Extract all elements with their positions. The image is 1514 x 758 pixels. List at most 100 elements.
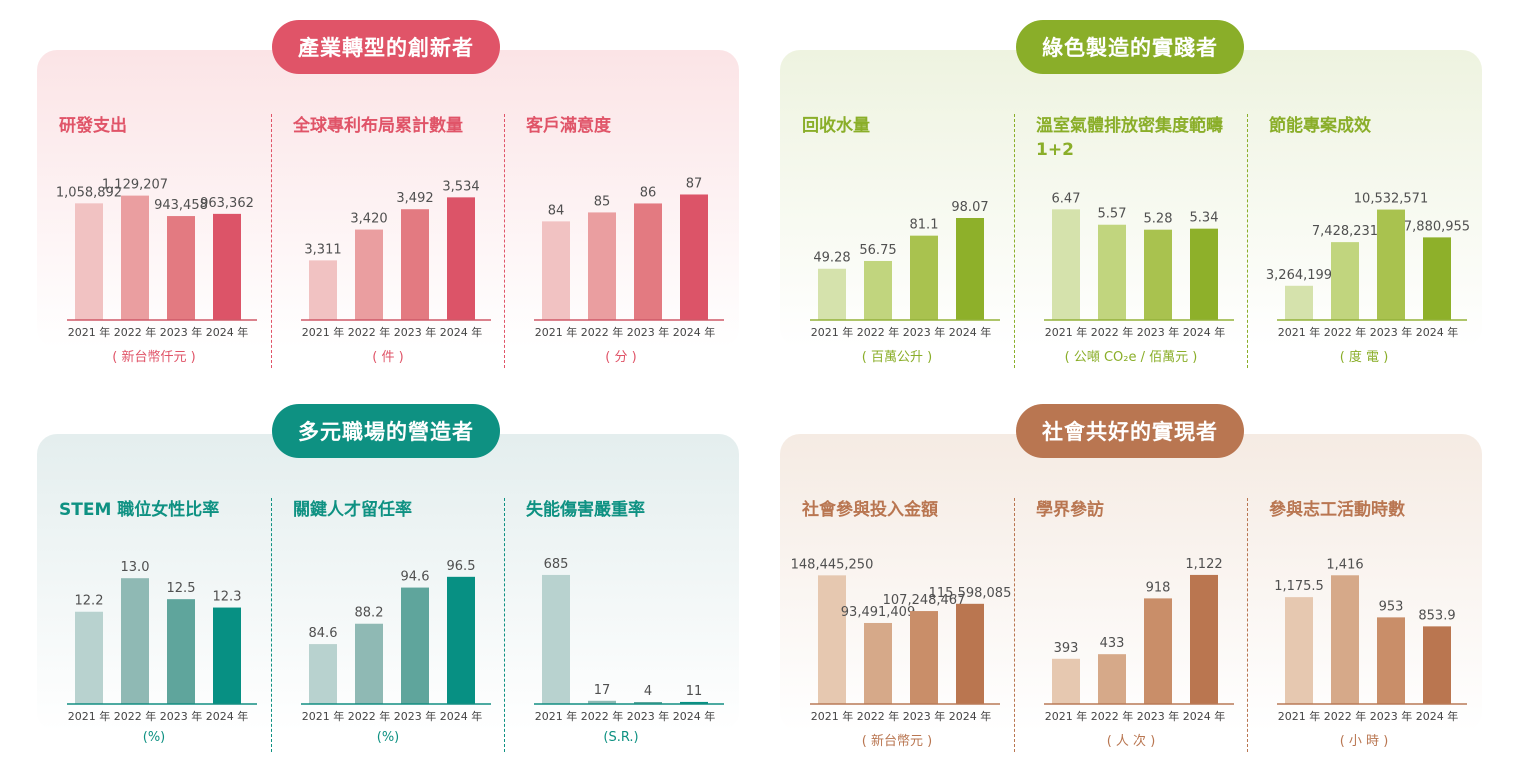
bar: [588, 212, 616, 320]
data-label: 3,311: [304, 242, 341, 257]
bar: [355, 229, 383, 320]
tick-label: 2023 年: [1370, 325, 1413, 339]
data-label: 3,420: [350, 212, 387, 227]
chart-divider: [1014, 114, 1015, 368]
data-label: 84.6: [309, 626, 338, 641]
section-panel: [37, 434, 739, 732]
data-label: 87: [686, 176, 703, 191]
bar-chart: 回收水量 ( 百萬公升 ) 49.28 2021 年 56.75 2022 年 81.1 20…: [780, 92, 1014, 365]
data-label: 115,598,085: [929, 586, 1012, 601]
bar: [1331, 242, 1359, 320]
data-label: 56.75: [859, 243, 896, 258]
tick-label: 2021 年: [68, 325, 111, 339]
data-label: 7,428,231: [1312, 224, 1378, 239]
chart-divider: [504, 114, 505, 368]
chart-divider: [1014, 498, 1015, 752]
data-label: 6.47: [1052, 191, 1081, 206]
bar: [75, 611, 103, 704]
chart-title: 關鍵人才留任率: [293, 500, 412, 520]
section-panel: [780, 434, 1482, 732]
bar: [910, 235, 938, 320]
section-social-good: 社會共好的實現者 社會參與投入金額 ( 新台幣元 ) 148,445,250 2021…: [780, 404, 1482, 752]
chart-title: 溫室氣體排放密集度範疇 1+2: [1036, 116, 1223, 160]
data-label: 107,248,467: [883, 593, 966, 608]
tick-label: 2024 年: [1183, 709, 1226, 723]
tick-label: 2021 年: [302, 325, 345, 339]
chart-title: 客戶滿意度: [526, 116, 611, 136]
chart-title: 參與志工活動時數: [1269, 500, 1405, 520]
chart-title: 研發支出: [59, 116, 127, 136]
tick-label: 2023 年: [160, 709, 203, 723]
data-label: 685: [544, 557, 569, 572]
chart-divider: [504, 498, 505, 752]
tick-label: 2024 年: [440, 709, 483, 723]
bar: [1190, 228, 1218, 320]
data-label: 86: [640, 185, 657, 200]
data-label: 393: [1054, 641, 1079, 656]
data-label: 1,058,892: [56, 185, 122, 200]
tick-label: 2022 年: [1091, 325, 1134, 339]
tick-label: 2023 年: [903, 325, 946, 339]
chart-unit: ( 度 電 ): [1339, 350, 1389, 365]
tick-label: 2022 年: [1091, 709, 1134, 723]
data-label: 93,491,409: [841, 605, 915, 620]
chart-title: 回收水量: [802, 116, 870, 136]
data-label: 433: [1100, 636, 1125, 651]
chart-svg: 393 2021 年 433 2022 年 918 2023 年 1,122 2024 年: [1044, 557, 1234, 723]
data-label: 12.5: [167, 581, 196, 596]
chart-divider: [1247, 498, 1248, 752]
bar: [355, 623, 383, 704]
chart-title: 學界參訪: [1036, 500, 1104, 520]
section-panel: [37, 50, 739, 348]
chart-unit: ( 分 ): [605, 350, 637, 365]
data-label: 81.1: [910, 218, 939, 233]
data-label: 7,880,955: [1404, 219, 1470, 234]
tick-label: 2021 年: [1278, 325, 1321, 339]
chart-svg: 84 2021 年 85 2022 年 86 2023 年 87 2024 年: [534, 176, 724, 339]
bar: [1144, 229, 1172, 320]
bar: [634, 702, 662, 704]
tick-label: 2024 年: [949, 709, 992, 723]
chart-svg: 148,445,250 2021 年 93,491,409 2022 年 107,248…: [791, 557, 1012, 723]
chart-svg: 12.2 2021 年 13.0 2022 年 12.5 2023 年 12.3 2024 年: [67, 560, 257, 723]
bar: [1285, 285, 1313, 320]
tick-label: 2024 年: [1416, 709, 1459, 723]
bar: [818, 268, 846, 320]
data-label: 12.2: [75, 594, 104, 609]
data-label: 84: [548, 203, 565, 218]
bar: [75, 203, 103, 320]
tick-label: 2022 年: [581, 709, 624, 723]
tick-label: 2022 年: [857, 709, 900, 723]
chart-svg: 84.6 2021 年 88.2 2022 年 94.6 2023 年 96.5 2024 年: [301, 559, 491, 723]
tick-label: 2023 年: [627, 709, 670, 723]
chart-unit: ( 新台幣仟元 ): [112, 350, 196, 365]
bar: [1052, 209, 1080, 320]
tick-label: 2023 年: [1137, 709, 1180, 723]
tick-label: 2021 年: [302, 709, 345, 723]
data-label: 1,175.5: [1274, 579, 1324, 594]
bar: [864, 622, 892, 704]
data-label: 85: [594, 194, 611, 209]
data-label: 918: [1146, 580, 1171, 595]
tick-label: 2023 年: [903, 709, 946, 723]
bar-chart: 節能專案成效 ( 度 電 ) 3,264,199 2021 年 7,428,231 202…: [1247, 92, 1481, 365]
bar: [1098, 654, 1126, 704]
bar: [956, 218, 984, 320]
bar: [818, 575, 846, 704]
chart-divider: [271, 498, 272, 752]
bar-chart: 學界參訪 ( 人 次 ) 393 2021 年 433 2022 年 918 2023 年 1,…: [1014, 476, 1248, 749]
data-label: 1,416: [1326, 557, 1363, 572]
bar: [1190, 574, 1218, 704]
chart-svg: 1,175.5 2021 年 1,416 2022 年 953 2023 年 853.9 20…: [1274, 557, 1467, 723]
bar: [1423, 237, 1451, 320]
tick-label: 2021 年: [1045, 709, 1088, 723]
tick-label: 2021 年: [535, 325, 578, 339]
data-label: 3,492: [396, 191, 433, 206]
bar: [121, 578, 149, 704]
chart-title: 社會參與投入金額: [802, 500, 938, 520]
tick-label: 2021 年: [811, 709, 854, 723]
tick-label: 2024 年: [206, 325, 249, 339]
data-label: 12.3: [213, 590, 242, 605]
chart-unit: (%): [376, 730, 400, 745]
bar-chart: 關鍵人才留任率 (%) 84.6 2021 年 88.2 2022 年 94.6 2023 年…: [271, 476, 505, 745]
